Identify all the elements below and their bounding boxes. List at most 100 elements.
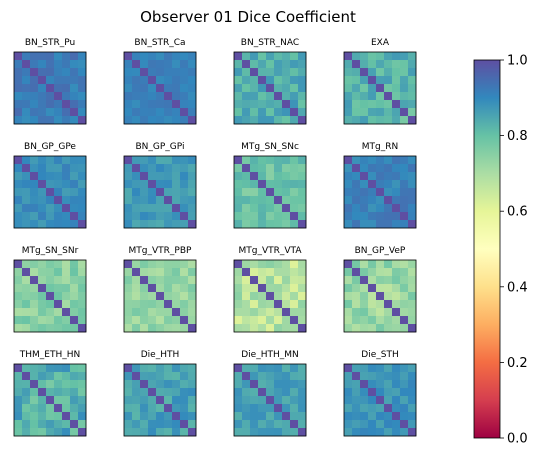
heatmap-cell — [70, 300, 79, 309]
heatmap-cell — [164, 164, 173, 173]
heatmap-cell — [344, 156, 353, 165]
heatmap-cell — [344, 412, 353, 421]
heatmap-cell — [148, 76, 157, 85]
heatmap-cell — [62, 364, 71, 373]
heatmap-cell — [360, 220, 369, 229]
panel-title: MTg_RN — [362, 142, 398, 152]
heatmap-cell — [408, 396, 417, 405]
heatmap-cell — [290, 412, 299, 421]
heatmap-cell — [140, 220, 149, 229]
heatmap-cell — [22, 324, 31, 333]
heatmap-cell — [266, 404, 275, 413]
heatmap-panel: Die_HTH — [123, 350, 197, 437]
heatmap-cell — [250, 188, 259, 197]
heatmap-cell — [368, 260, 377, 269]
heatmap-cell — [46, 412, 55, 421]
heatmap-cell — [344, 428, 353, 437]
heatmap-cell — [148, 92, 157, 101]
heatmap-cell — [46, 364, 55, 373]
heatmap-cell — [266, 372, 275, 381]
heatmap-cell — [156, 380, 165, 389]
heatmap-cell — [400, 108, 409, 117]
heatmap-cell — [392, 116, 401, 125]
heatmap-cell — [70, 52, 79, 61]
heatmap-cell — [156, 428, 165, 437]
heatmap-cell — [180, 404, 189, 413]
heatmap-cell — [46, 212, 55, 221]
heatmap-cell — [392, 60, 401, 69]
heatmap-cell — [148, 284, 157, 293]
heatmap-cell — [62, 156, 71, 165]
heatmap-panel: BN_STR_NAC — [233, 38, 307, 125]
panel-frame — [343, 51, 417, 125]
heatmap-cell — [258, 164, 267, 173]
heatmap-cell — [46, 108, 55, 117]
figure-title: Observer 01 Dice Coefficient — [140, 8, 356, 26]
heatmap-cell — [266, 156, 275, 165]
heatmap-cell — [78, 404, 87, 413]
heatmap-cell — [140, 116, 149, 125]
heatmap-cell — [344, 308, 353, 317]
heatmap-cell — [266, 308, 275, 317]
heatmap-cell — [148, 324, 157, 333]
panel-title: Die_STH — [361, 350, 398, 360]
heatmap-cell — [30, 396, 39, 405]
heatmap-cell — [258, 324, 267, 333]
heatmap-cell — [164, 372, 173, 381]
heatmap-cell — [164, 92, 173, 101]
heatmap-cell — [344, 188, 353, 197]
heatmap-cell — [266, 396, 275, 405]
heatmap-cell — [124, 412, 133, 421]
heatmap-cell — [156, 276, 165, 285]
heatmap-cell — [46, 420, 55, 429]
heatmap-cell — [360, 196, 369, 205]
heatmap-cell — [242, 388, 251, 397]
heatmap-cell — [392, 164, 401, 173]
heatmap-cell — [132, 260, 141, 269]
heatmap-cell — [78, 292, 87, 301]
heatmap-cell — [282, 380, 291, 389]
heatmap-cell — [70, 428, 79, 437]
heatmap-cell — [298, 268, 307, 277]
heatmap-cell — [78, 308, 87, 317]
heatmap-cell — [384, 52, 393, 61]
heatmap-cell — [22, 428, 31, 437]
heatmap-cell — [22, 52, 31, 61]
heatmap-cell — [368, 324, 377, 333]
heatmap-cell — [344, 108, 353, 117]
heatmap-cell — [172, 68, 181, 77]
heatmap-cell — [282, 196, 291, 205]
heatmap-cell — [180, 260, 189, 269]
heatmap-cell — [38, 116, 47, 125]
heatmap-cell — [258, 372, 267, 381]
heatmap-cell — [344, 324, 353, 333]
heatmap-cell — [180, 220, 189, 229]
heatmap-cell — [392, 196, 401, 205]
heatmap-cell — [234, 284, 243, 293]
heatmap-cell — [38, 420, 47, 429]
heatmap-cell — [38, 412, 47, 421]
heatmap-cell — [124, 276, 133, 285]
heatmap-cell — [38, 220, 47, 229]
heatmap-cell — [46, 116, 55, 125]
heatmap-cell — [274, 172, 283, 181]
heatmap-cell — [392, 300, 401, 309]
heatmap-cell — [62, 60, 71, 69]
heatmap-cell — [344, 292, 353, 301]
heatmap-cell — [38, 52, 47, 61]
heatmap-cell — [344, 276, 353, 285]
heatmap-cell — [188, 100, 197, 109]
heatmap-cell — [30, 324, 39, 333]
panel-title: Die_HTH — [141, 350, 180, 360]
heatmap-panel: MTg_VTR_VTA — [233, 246, 307, 333]
heatmap-cell — [384, 396, 393, 405]
heatmap-cell — [290, 156, 299, 165]
heatmap-cell — [164, 300, 173, 309]
heatmap-cell — [14, 204, 23, 213]
heatmap-cell — [266, 316, 275, 325]
heatmap-cell — [22, 260, 31, 269]
heatmap-cell — [188, 204, 197, 213]
heatmap-cell — [172, 60, 181, 69]
heatmap-cell — [124, 284, 133, 293]
heatmap-cell — [46, 196, 55, 205]
